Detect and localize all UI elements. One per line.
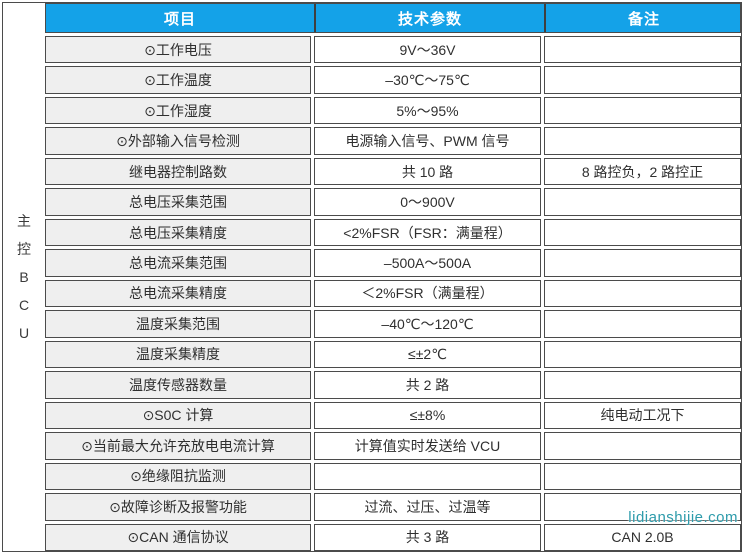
spec-table: 项目 技术参数 备注 ⊙工作电压 9V～36V ⊙工作温度 –30℃～75℃ ⊙… [45, 3, 741, 551]
table-cell-param: ≤±2℃ [314, 340, 541, 369]
table-cell-item: 温度采集范围 [45, 310, 311, 338]
table-cell-note [544, 66, 741, 94]
table-cell-item: ⊙当前最大允许充放电电流计算 [45, 432, 311, 460]
table-row: ⊙CAN 通信协议 共 3 路 CAN 2.0B [45, 523, 741, 551]
table-cell-param: 5%～95% [314, 96, 541, 125]
sidebar-label-char: 主 [17, 213, 31, 229]
table-cell-note [544, 462, 741, 491]
table-cell-item: ⊙故障诊断及报警功能 [45, 493, 311, 521]
table-cell-param: 共 10 路 [314, 157, 541, 186]
table-cell-note: CAN 2.0B [544, 523, 741, 551]
table-cell-item: ⊙CAN 通信协议 [45, 523, 311, 551]
column-header-param: 技术参数 [314, 4, 544, 32]
table-row: ⊙工作湿度 5%～95% [45, 96, 741, 125]
table-cell-param: ＜2%FSR（满量程） [314, 279, 541, 308]
table-row: ⊙工作温度 –30℃～75℃ [45, 66, 741, 94]
column-header-note: 备注 [544, 4, 742, 32]
table-row: 总电压采集范围 0～900V [45, 188, 741, 216]
table-cell-item: 总电流采集精度 [45, 279, 311, 308]
table-cell-param: 共 2 路 [314, 371, 541, 399]
table-cell-param: 过流、过压、过温等 [314, 493, 541, 521]
table-body: ⊙工作电压 9V～36V ⊙工作温度 –30℃～75℃ ⊙工作湿度 5%～95%… [45, 33, 741, 551]
table-cell-note: 纯电动工况下 [544, 401, 741, 430]
table-row: 温度采集精度 ≤±2℃ [45, 340, 741, 369]
table-cell-item: ⊙绝缘阻抗监测 [45, 462, 311, 491]
table-cell-param: 计算值实时发送给 VCU [314, 432, 541, 460]
table-cell-note [544, 340, 741, 369]
table-cell-note [544, 96, 741, 125]
watermark-link: lidianshijie.com [628, 509, 738, 526]
table-cell-item: 总电压采集精度 [45, 218, 311, 247]
table-cell-note [544, 371, 741, 399]
table-cell-param: 0～900V [314, 188, 541, 216]
table-cell-item: 温度采集精度 [45, 340, 311, 369]
table-cell-note [544, 188, 741, 216]
table-row: 温度采集范围 –40℃～120℃ [45, 310, 741, 338]
table-row: 继电器控制路数 共 10 路 8 路控负，2 路控正 [45, 157, 741, 186]
sidebar-label-char: C [18, 297, 30, 313]
table-cell-param: 9V～36V [314, 36, 541, 64]
column-header-item: 项目 [163, 10, 196, 28]
table-cell-note [544, 432, 741, 460]
table-cell-item: 总电流采集范围 [45, 249, 311, 277]
table-row: 总电压采集精度 <2%FSR（FSR：满量程） [45, 218, 741, 247]
table-header-row: 项目 技术参数 备注 [45, 3, 741, 33]
table-row: 总电流采集精度 ＜2%FSR（满量程） [45, 279, 741, 308]
table-cell-note [544, 279, 741, 308]
table-row: ⊙外部输入信号检测 电源输入信号、PWM 信号 [45, 127, 741, 155]
table-cell-item: ⊙工作温度 [45, 66, 311, 94]
table-cell-note [544, 218, 741, 247]
table-cell-param: <2%FSR（FSR：满量程） [314, 218, 541, 247]
table-cell-item: 总电压采集范围 [45, 188, 311, 216]
table-cell-note: 8 路控负，2 路控正 [544, 157, 741, 186]
table-cell-item: 继电器控制路数 [45, 157, 311, 186]
table-cell-param: 共 3 路 [314, 523, 541, 551]
table-cell-item: ⊙工作湿度 [45, 96, 311, 125]
table-cell-note [544, 127, 741, 155]
table-cell-note [544, 310, 741, 338]
table-cell-note [544, 493, 741, 521]
table-cell-param: –40℃～120℃ [314, 310, 541, 338]
table-cell-param [314, 462, 541, 491]
table-cell-param: 电源输入信号、PWM 信号 [314, 127, 541, 155]
table-cell-param: –30℃～75℃ [314, 66, 541, 94]
sidebar-label-char: U [18, 325, 30, 341]
table-cell-note [544, 249, 741, 277]
table-cell-item: 温度传感器数量 [45, 371, 311, 399]
table-row: ⊙当前最大允许充放电电流计算 计算值实时发送给 VCU [45, 432, 741, 460]
sidebar-label-char: 控 [17, 241, 31, 257]
table-row: ⊙S0C 计算 ≤±8% 纯电动工况下 [45, 401, 741, 430]
table-row: 温度传感器数量 共 2 路 [45, 371, 741, 399]
table-cell-item: ⊙S0C 计算 [45, 401, 311, 430]
table-row: ⊙故障诊断及报警功能 过流、过压、过温等 [45, 493, 741, 521]
table-cell-note [544, 36, 741, 64]
table-cell-item: ⊙工作电压 [45, 36, 311, 64]
table-row: ⊙绝缘阻抗监测 [45, 462, 741, 491]
table-cell-param: ≤±8% [314, 401, 541, 430]
table-row: 总电流采集范围 –500A～500A [45, 249, 741, 277]
table-cell-item: ⊙外部输入信号检测 [45, 127, 311, 155]
table-row: ⊙工作电压 9V～36V [45, 36, 741, 64]
table-cell-param: –500A～500A [314, 249, 541, 277]
sidebar-label-char: B [19, 269, 29, 285]
